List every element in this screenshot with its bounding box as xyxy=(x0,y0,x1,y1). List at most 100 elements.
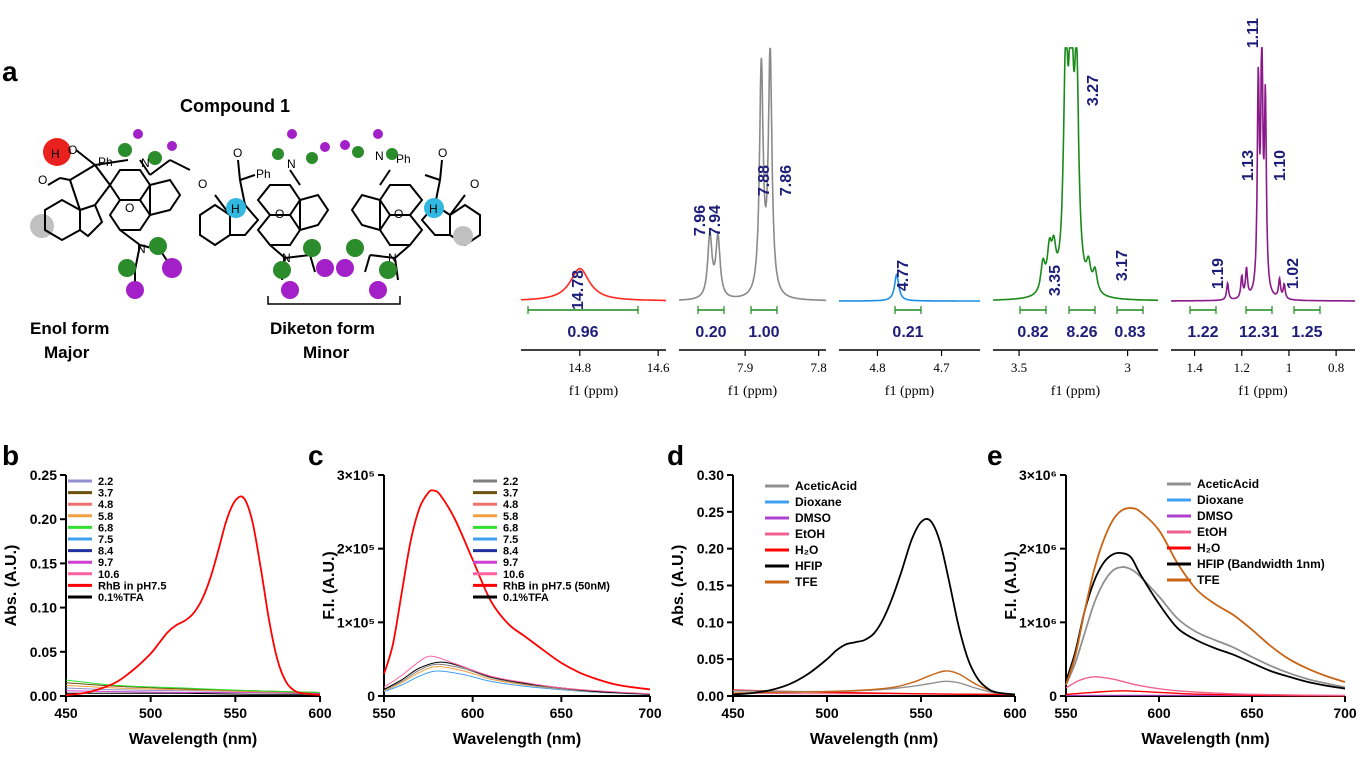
h-highlight-cyan xyxy=(226,198,246,218)
x-axis-label: Wavelength (nm) xyxy=(810,731,938,748)
x-tick-label: 500 xyxy=(815,705,839,721)
legend-label: 2.2 xyxy=(98,476,113,488)
series-line xyxy=(383,661,651,695)
y-tick-label: 0.15 xyxy=(697,578,724,594)
y-axis-label: Abs. (A.U.) xyxy=(3,545,20,627)
nmr-peak-label: 7.86 xyxy=(778,165,795,196)
nmr-tick-label: 1 xyxy=(1286,360,1293,375)
nmr-tick-label: 0.8 xyxy=(1328,360,1344,375)
x-axis-label: Wavelength (nm) xyxy=(1141,731,1269,748)
nmr-peak-label: 3.17 xyxy=(1114,250,1131,281)
panel-letter-e: e xyxy=(987,440,1003,471)
y-tick-label: 0.10 xyxy=(697,614,724,630)
legend-label: Dioxane xyxy=(1197,493,1244,507)
diketon-label: Diketon form xyxy=(270,319,375,338)
nmr-peak-label: 3.35 xyxy=(1047,265,1064,296)
nmr-peak-label: 1.02 xyxy=(1285,258,1302,289)
x-tick-label: 600 xyxy=(461,705,485,721)
panel-b: 450 500 550 600 0.00 0.05 0.10 0.15 0.20 0.25 Wave… xyxy=(3,467,332,748)
series-line xyxy=(66,692,321,695)
diketon-dot-purple xyxy=(340,140,350,150)
enol-label: Major xyxy=(44,343,90,362)
legend-label: DMSO xyxy=(1197,509,1233,523)
legend-label: 3.7 xyxy=(98,488,113,500)
nmr-axis-label: f1 (ppm) xyxy=(1238,384,1288,399)
nmr-integral-value: 12.31 xyxy=(1239,324,1279,341)
x-tick-label: 600 xyxy=(1003,705,1027,721)
y-tick-label: 2×10⁵ xyxy=(337,541,375,557)
legend-label: 8.4 xyxy=(503,546,519,558)
panel-d: 450 500 550 600 0.00 0.05 0.10 0.15 0.20 0.25 0.30… xyxy=(670,467,1027,748)
nmr-integral-value: 1.22 xyxy=(1187,324,1218,341)
legend-label: 2.2 xyxy=(503,476,518,488)
y-tick-label: 0 xyxy=(1049,688,1057,704)
panel-a: a Compound 1 xyxy=(2,56,481,362)
diketon-dot-purple xyxy=(281,281,299,299)
h-highlight-red xyxy=(43,138,71,166)
atom-h: H xyxy=(429,202,438,216)
legend-label: Dioxane xyxy=(795,495,842,509)
panel-letter-a: a xyxy=(2,56,18,87)
enol-dot-purple xyxy=(133,129,143,139)
nmr-spectrum-line xyxy=(520,267,666,302)
nmr-spectrum-line xyxy=(1171,47,1355,302)
nmr-tick-label: 4.8 xyxy=(869,360,885,375)
diketon-structure-left xyxy=(199,159,330,281)
series-line xyxy=(1065,551,1346,690)
legend-label: 5.8 xyxy=(503,511,518,523)
enol-dot-green xyxy=(149,237,167,255)
atom-o: O xyxy=(125,201,134,215)
atom-h: H xyxy=(51,147,60,161)
diketon-dot-green xyxy=(352,146,364,158)
diketon-dot-purple xyxy=(287,129,297,139)
x-tick-label: 700 xyxy=(1333,705,1357,721)
diketon-dot-green xyxy=(273,261,291,279)
y-tick-label: 0.30 xyxy=(697,467,724,483)
nmr-integral-value: 8.26 xyxy=(1066,324,1097,341)
diketon-label: Minor xyxy=(303,343,350,362)
x-axis-label: Wavelength (nm) xyxy=(129,731,257,748)
x-tick-label: 550 xyxy=(372,705,396,721)
nmr-integral-value: 0.96 xyxy=(567,324,598,341)
nmr-peak-label: 14.78 xyxy=(570,270,587,310)
nmr-peak-label: 3.27 xyxy=(1085,75,1102,106)
diketon-dot-green xyxy=(306,152,318,164)
atom-h: H xyxy=(231,202,240,216)
nmr-tick-label: 7.9 xyxy=(737,360,753,375)
nmr-tick-label: 14.8 xyxy=(568,360,591,375)
legend-label: 10.6 xyxy=(503,569,524,581)
x-tick-label: 500 xyxy=(139,705,163,721)
x-tick-label: 700 xyxy=(638,705,662,721)
atom-o: O xyxy=(198,177,207,191)
series-line xyxy=(65,690,321,694)
nmr-spectrum-line xyxy=(679,47,826,302)
x-tick-label: 650 xyxy=(550,705,574,721)
enol-structure xyxy=(30,138,191,285)
diketon-dot-green xyxy=(303,239,321,257)
atom-o: O xyxy=(470,177,479,191)
nmr-integral-value: 0.83 xyxy=(1114,324,1145,341)
nmr-peak-label: 7.88 xyxy=(756,165,773,196)
series-line xyxy=(383,655,651,695)
atom-ph: Ph xyxy=(98,155,113,169)
series-line xyxy=(1065,690,1346,697)
nmr-axis-label: f1 (ppm) xyxy=(1051,384,1101,399)
diketon-dot-green xyxy=(272,148,284,160)
atom-o: O xyxy=(394,207,403,221)
atom-o: O xyxy=(438,146,447,160)
series-line xyxy=(1065,507,1346,686)
x-tick-label: 550 xyxy=(909,705,933,721)
series-line xyxy=(65,679,321,693)
diketon-dot-purple xyxy=(336,259,354,277)
y-tick-label: 0 xyxy=(367,688,375,704)
legend-label: 3.7 xyxy=(503,488,518,500)
y-tick-label: 3×10⁶ xyxy=(1019,467,1057,483)
x-tick-label: 600 xyxy=(1147,705,1171,721)
series-line xyxy=(732,518,1016,696)
nmr-integral-value: 0.82 xyxy=(1017,324,1048,341)
panel-letter-d: d xyxy=(667,440,684,471)
legend-label: 4.8 xyxy=(503,499,518,511)
atom-n: N xyxy=(388,251,397,265)
series-line xyxy=(383,663,651,695)
legend-label: RhB in pH7.5 xyxy=(98,580,166,592)
